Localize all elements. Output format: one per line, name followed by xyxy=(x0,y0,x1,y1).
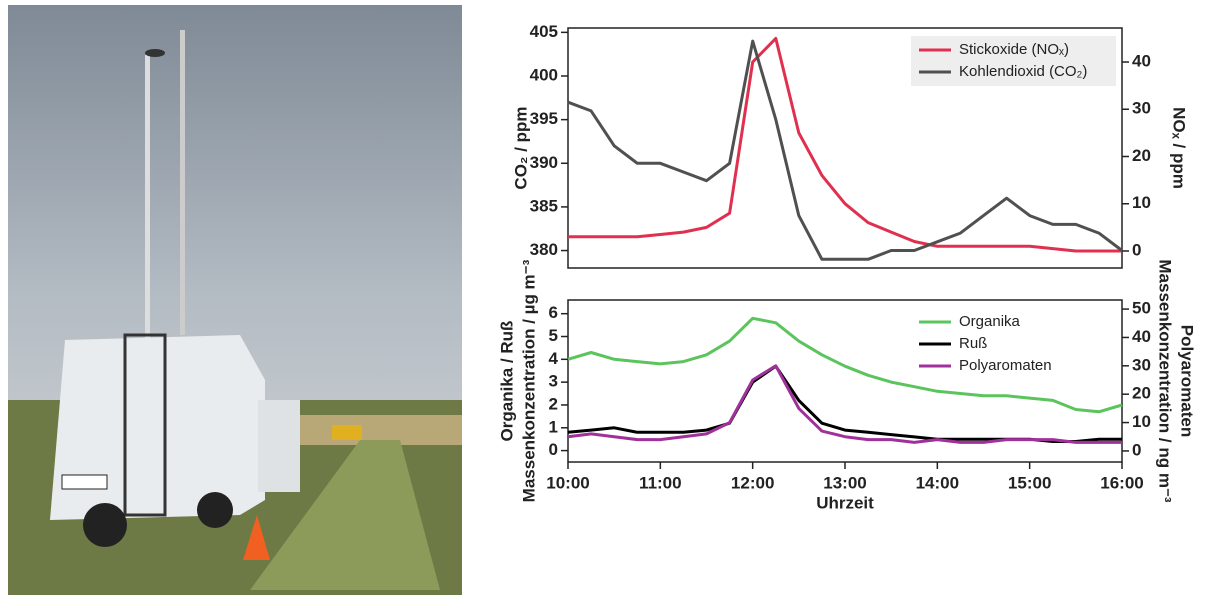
y2-tick-label: 20 xyxy=(1132,384,1151,403)
y-tick-label: 6 xyxy=(549,303,558,322)
x-tick-label: 11:00 xyxy=(639,473,682,492)
legend-label: Ruß xyxy=(959,335,987,352)
series-line xyxy=(567,39,1123,261)
y-tick-label: 1 xyxy=(549,417,558,436)
y-tick-label: 5 xyxy=(549,326,558,345)
y2-tick-label: 10 xyxy=(1132,412,1151,431)
legend-label: Polyaromaten xyxy=(959,357,1052,374)
x-axis-label: Uhrzeit xyxy=(816,493,874,512)
series-line xyxy=(567,364,1122,443)
series-line xyxy=(567,316,1123,414)
x-tick-label: 13:00 xyxy=(823,473,866,492)
y-tick-label: 395 xyxy=(530,109,558,128)
y-tick-label: 390 xyxy=(530,153,558,172)
y2-tick-label: 10 xyxy=(1132,193,1151,212)
y-tick-label: 2 xyxy=(549,394,558,413)
y-tick-label: 385 xyxy=(530,196,558,215)
y-tick-label: 0 xyxy=(549,440,558,459)
y2-tick-label: 40 xyxy=(1132,52,1151,71)
y-tick-label: 4 xyxy=(549,349,559,368)
y2-tick-label: 20 xyxy=(1132,146,1151,165)
y2-tick-label: 50 xyxy=(1132,299,1151,318)
y2-tick-label: 0 xyxy=(1132,240,1141,259)
x-tick-label: 12:00 xyxy=(731,473,774,492)
legend-label: Stickoxide (NOₓ) xyxy=(959,41,1069,58)
y2-axis-label: Polyaromaten xyxy=(1178,325,1197,437)
y2-tick-label: 0 xyxy=(1132,440,1141,459)
x-tick-label: 16:00 xyxy=(1100,473,1143,492)
legend-label: Kohlendioxid (CO₂) xyxy=(959,63,1087,80)
plot-frame xyxy=(567,27,1123,269)
x-tick-label: 14:00 xyxy=(916,473,959,492)
y-axis-label: Massenkonzentration / µg m⁻³ xyxy=(519,259,538,502)
x-tick-label: 10:00 xyxy=(546,473,589,492)
y2-tick-label: 40 xyxy=(1132,327,1151,346)
y-tick-label: 380 xyxy=(530,240,558,259)
y-axis-label: Organika / Ruß xyxy=(497,321,516,442)
y-tick-label: 400 xyxy=(530,65,558,84)
photo xyxy=(8,5,462,595)
y2-tick-label: 30 xyxy=(1132,355,1151,374)
y-axis-label: CO₂ / ppm xyxy=(511,106,530,189)
series-line xyxy=(567,364,1122,444)
y-tick-label: 3 xyxy=(549,372,558,391)
legend-box xyxy=(911,36,1116,86)
legend-label: Organika xyxy=(959,313,1021,330)
y2-axis-label: NOₓ / ppm xyxy=(1170,107,1189,189)
series-line xyxy=(568,36,1122,253)
y-tick-label: 405 xyxy=(530,22,558,41)
y2-axis-label: Massenkonzentration / ng m⁻³ xyxy=(1156,259,1175,503)
y2-tick-label: 30 xyxy=(1132,99,1151,118)
x-tick-label: 15:00 xyxy=(1008,473,1051,492)
